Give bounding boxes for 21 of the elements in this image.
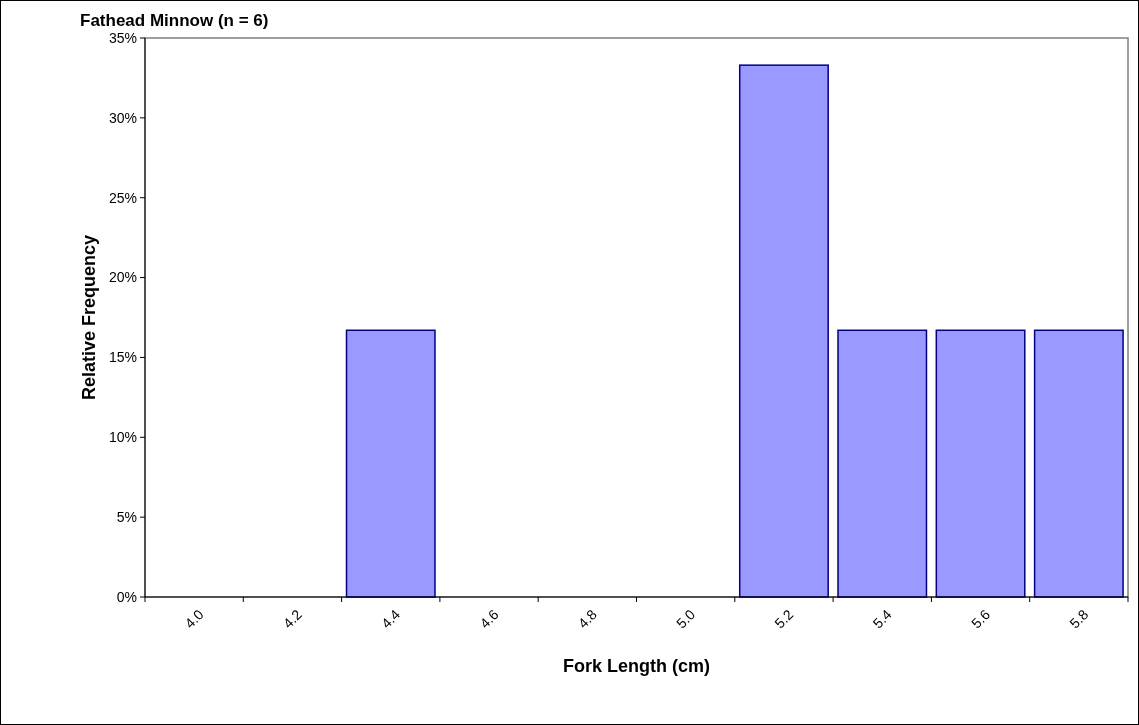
x-tick-label: 5.6 <box>967 606 994 632</box>
x-tick-label: 5.8 <box>1066 606 1092 632</box>
chart-title: Fathead Minnow (n = 6) <box>80 11 269 30</box>
x-tick-label: 4.4 <box>378 606 404 632</box>
x-tick-label: 5.0 <box>673 606 699 632</box>
x-tick-label: 4.0 <box>181 606 207 632</box>
y-axis-title: Relative Frequency <box>79 234 99 401</box>
y-tick-label: 35% <box>108 29 137 46</box>
x-axis-title: Fork Length (cm) <box>563 656 710 676</box>
y-tick-label: 15% <box>108 349 137 366</box>
y-tick-label: 20% <box>108 269 137 286</box>
x-tick-label: 4.6 <box>476 606 502 632</box>
x-tick-label: 4.8 <box>574 606 600 632</box>
y-tick-label: 0% <box>116 588 137 605</box>
y-tick-label: 25% <box>108 189 137 206</box>
y-tick-label: 10% <box>108 429 137 446</box>
x-tick-label: 5.2 <box>771 606 797 632</box>
y-tick-label: 30% <box>108 109 137 126</box>
y-tick-label: 5% <box>116 509 137 526</box>
x-tick-label: 5.4 <box>869 606 895 632</box>
x-tick-label: 4.2 <box>279 606 306 632</box>
